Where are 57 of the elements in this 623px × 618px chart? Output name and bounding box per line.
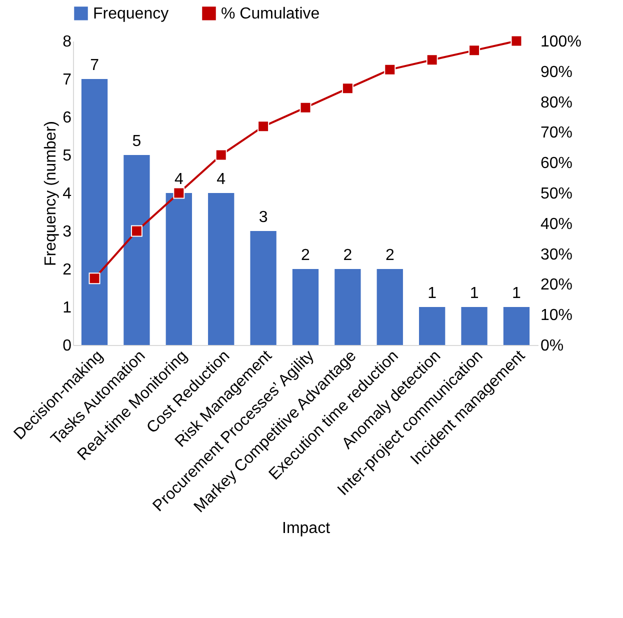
bar	[334, 269, 361, 345]
bar	[503, 307, 530, 345]
y2-tick-label: 0%	[540, 338, 564, 354]
data-label: 4	[174, 171, 184, 188]
y-tick-label: 8	[62, 34, 72, 50]
point	[468, 44, 480, 56]
y-tick-label: 1	[62, 300, 72, 316]
data-label: 1	[428, 285, 437, 302]
y2-tick-label: 10%	[540, 307, 573, 324]
bar	[419, 307, 446, 345]
data-label: 2	[301, 247, 310, 264]
bar	[292, 269, 319, 345]
point	[510, 35, 522, 47]
point	[130, 225, 142, 237]
y-tick-label: 6	[62, 110, 72, 126]
legend-label: Frequency	[93, 5, 169, 22]
y2-tick-label: 80%	[540, 94, 573, 112]
point	[300, 102, 312, 114]
bar	[208, 193, 234, 345]
data-label: 1	[512, 285, 522, 302]
y-tick-label: 3	[62, 224, 72, 240]
point	[88, 272, 100, 284]
y-tick-label: 5	[62, 148, 72, 164]
y2-tick-label: 50%	[540, 186, 573, 202]
data-label: 2	[385, 247, 394, 264]
y2-tick-label: 70%	[540, 124, 573, 142]
point	[342, 82, 354, 94]
y-tick-label: 7	[62, 72, 72, 88]
bar	[124, 155, 150, 345]
data-label: 1	[470, 285, 479, 302]
point	[384, 64, 396, 76]
point	[258, 120, 270, 132]
data-label: 7	[90, 57, 100, 74]
y2-tick-label: 90%	[540, 64, 573, 81]
y2-tick-label: 60%	[540, 155, 573, 172]
y2-tick-label: 30%	[540, 246, 573, 264]
bar	[461, 307, 488, 345]
y2-tick-label: 100%	[540, 34, 582, 50]
y-tick-label: 4	[62, 186, 72, 202]
y-axis-title: Frequency (number)	[42, 121, 60, 266]
legend-label: % Cumulative	[221, 5, 320, 22]
y2-tick-label: 20%	[540, 276, 573, 294]
data-label: 4	[216, 171, 226, 188]
data-label: 5	[132, 133, 142, 150]
x-axis-title: Impact	[282, 520, 331, 538]
point	[173, 187, 185, 199]
point	[426, 54, 438, 66]
y2-tick-label: 40%	[540, 216, 573, 233]
point	[215, 149, 227, 161]
y-tick-label: 2	[62, 262, 72, 278]
data-label: 2	[343, 247, 352, 264]
y-tick-label: 0	[62, 338, 72, 354]
bar	[81, 79, 108, 345]
bar	[250, 231, 276, 345]
bar	[376, 269, 403, 345]
bar	[166, 193, 192, 345]
data-label: 3	[258, 209, 268, 226]
